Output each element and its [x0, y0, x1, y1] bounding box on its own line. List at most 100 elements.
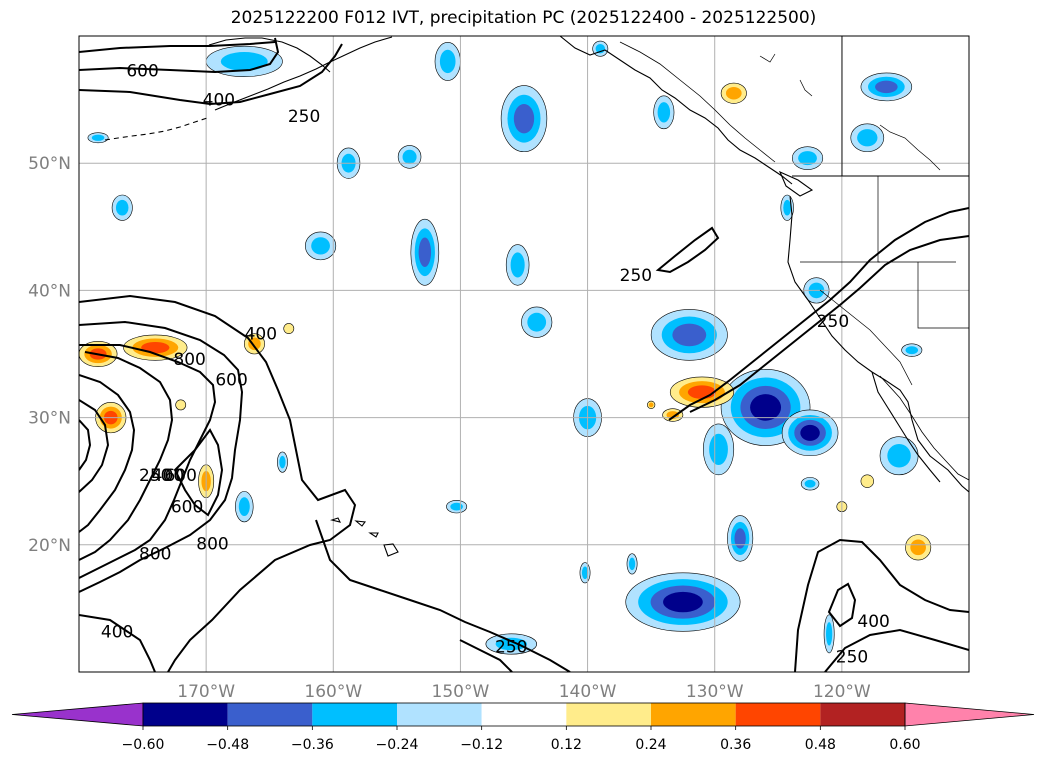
precip-patch: [650, 309, 728, 361]
lat-tick-label: 40°N: [28, 281, 71, 301]
coastlines: [104, 36, 969, 557]
precip-patch-level: [248, 337, 261, 351]
precip-patch: [446, 499, 468, 514]
contour-label: 600: [215, 370, 247, 390]
colorbar-tick-label: −0.36: [291, 737, 334, 753]
precip-patch: [505, 244, 530, 286]
precip-patch-level: [418, 237, 432, 267]
precip-patch: [87, 132, 109, 144]
precip-patch: [521, 306, 553, 338]
precip-patch-level: [279, 455, 286, 469]
colorbar-tick-label: −0.48: [206, 737, 249, 753]
contour-label: 250: [620, 266, 652, 286]
precip-patch-level: [91, 134, 105, 141]
lon-tick-label: 150°W: [432, 682, 490, 702]
precip-patch-level: [800, 424, 820, 441]
contour-label: 250: [817, 312, 849, 332]
precip-patch: [579, 562, 591, 584]
colorbar-extend-min: [11, 702, 144, 727]
contour-label: 250: [139, 466, 171, 486]
contour-label: 800: [196, 535, 228, 555]
precip-patch: [626, 553, 638, 575]
precip-patch: [123, 334, 188, 361]
precip-patch-level: [663, 591, 703, 613]
contour-label: 600: [171, 498, 203, 518]
precip-patch: [305, 231, 337, 261]
precip-patch-level: [648, 402, 654, 408]
map-panel: [79, 36, 969, 672]
colorbar-segment: [735, 703, 821, 726]
latitude-tick-labels: 20°N 30°N 40°N 50°N: [28, 154, 71, 556]
precip-patch-level: [115, 199, 129, 216]
precip-patch: [662, 408, 684, 422]
ivt-contours: [79, 37, 969, 672]
colorbar-tick-label: −0.12: [460, 737, 503, 753]
precip-patch-level: [450, 502, 463, 511]
colorbar-segment: [227, 703, 313, 726]
precip-patch-level: [510, 252, 525, 278]
colorbar-segment: [312, 703, 397, 726]
precip-patch: [397, 145, 422, 169]
precip-patch: [434, 42, 461, 81]
lat-tick-label: 20°N: [28, 536, 71, 556]
contour-label: 250: [288, 107, 320, 127]
map-title: 2025122200 F012 IVT, precipitation PC (2…: [230, 8, 817, 28]
colorbar-segment: [566, 703, 651, 726]
precip-patch: [485, 633, 538, 655]
contour-labels: 6004002502502504008006002504006006008008…: [101, 61, 890, 667]
map-frame: [78, 35, 970, 673]
lat-tick-label: 30°N: [28, 409, 71, 429]
precip-patch-level: [905, 346, 919, 355]
precip-patch-level: [495, 637, 527, 651]
precip-patch: [823, 614, 835, 654]
precip-patch: [905, 534, 932, 561]
colorbar-extend-max: [904, 702, 1035, 727]
lon-tick-label: 140°W: [559, 682, 617, 702]
colorbar-segment: [397, 703, 482, 726]
precip-patch: [647, 400, 656, 409]
colorbar-tick-label: −0.60: [122, 737, 165, 753]
contour-label: 600: [126, 61, 158, 81]
precip-patch: [653, 95, 675, 130]
precip-patch: [781, 409, 839, 457]
precip-patch-level: [402, 149, 417, 164]
precip-patch: [277, 451, 288, 473]
contour-label: 400: [152, 466, 184, 486]
precip-patch-level: [527, 312, 547, 332]
precip-patch: [727, 515, 754, 562]
precip-patch: [850, 123, 885, 153]
precip-patch: [235, 491, 254, 523]
precip-patch: [500, 85, 548, 153]
precip-patch-level: [141, 341, 170, 354]
precip-patch-level: [283, 323, 295, 334]
colorbar-segment: [143, 703, 228, 726]
precip-patch: [410, 218, 440, 286]
precip-patch-level: [628, 557, 636, 571]
lon-tick-label: 120°W: [813, 682, 871, 702]
contour-label: 400: [203, 91, 235, 111]
precip-patch-level: [860, 474, 874, 488]
colorbar-tick-label: 0.36: [720, 737, 751, 753]
precip-patch-level: [887, 444, 911, 468]
precip-patch-level: [666, 411, 680, 419]
precip-patch-level: [513, 103, 535, 134]
precip-patch-level: [687, 385, 717, 399]
precip-patch-level: [857, 129, 878, 147]
precip-patch-level: [826, 622, 833, 646]
precip-patch: [791, 146, 824, 170]
contour-label: 600: [164, 466, 196, 486]
contour-label: 250: [495, 638, 527, 658]
colorbar-segment: [651, 703, 736, 726]
contour-label: 400: [245, 325, 277, 345]
colorbar-segment: [481, 703, 567, 726]
precip-patch-level: [798, 151, 817, 166]
lat-tick-label: 50°N: [28, 154, 71, 174]
precip-patch: [283, 323, 295, 334]
precip-patch-level: [783, 199, 792, 216]
precip-patch: [720, 368, 811, 446]
precip-patch-level: [657, 102, 671, 123]
precip-patch-level: [709, 433, 728, 466]
precip-patch-level: [875, 80, 898, 94]
colorbar-tick-label: 0.24: [635, 737, 666, 753]
colorbar-frame: [142, 702, 906, 727]
